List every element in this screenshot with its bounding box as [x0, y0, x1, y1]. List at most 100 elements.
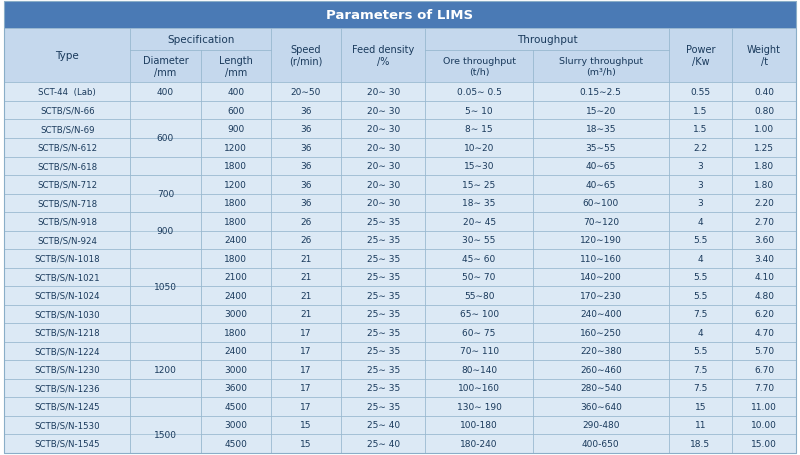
Bar [130, 212, 201, 249]
Bar [271, 379, 341, 397]
Bar [533, 139, 669, 157]
Text: 6.70: 6.70 [754, 365, 774, 374]
Bar [4, 379, 130, 397]
Text: 25∼ 35: 25∼ 35 [366, 384, 400, 393]
Text: 15∼30: 15∼30 [464, 162, 494, 171]
Bar [130, 397, 201, 416]
Text: 21: 21 [300, 291, 312, 300]
Bar [732, 139, 796, 157]
Bar [130, 51, 201, 83]
Bar [4, 83, 130, 102]
Bar [669, 324, 732, 342]
Bar [732, 29, 796, 83]
Bar [271, 29, 341, 83]
Bar [271, 397, 341, 416]
Bar [669, 139, 732, 157]
Bar [669, 287, 732, 305]
Text: 1800: 1800 [224, 162, 247, 171]
Bar [4, 397, 130, 416]
Text: 15.00: 15.00 [751, 439, 777, 448]
Text: 1200: 1200 [154, 365, 177, 374]
Text: 20∼ 30: 20∼ 30 [366, 199, 400, 208]
Bar [130, 83, 201, 102]
Text: 1.00: 1.00 [754, 125, 774, 134]
Text: 20∼ 45: 20∼ 45 [462, 217, 496, 226]
Bar [669, 83, 732, 102]
Bar [533, 287, 669, 305]
Text: 0.80: 0.80 [754, 106, 774, 116]
Bar [426, 360, 533, 379]
Text: 2.2: 2.2 [694, 143, 707, 152]
Bar [201, 194, 271, 212]
Bar [533, 194, 669, 212]
Bar [426, 212, 533, 231]
Text: 5.5: 5.5 [694, 347, 708, 356]
Text: 7.5: 7.5 [694, 310, 708, 318]
Bar [533, 360, 669, 379]
Text: 18∼ 35: 18∼ 35 [462, 199, 496, 208]
Bar [271, 83, 341, 102]
Text: 1800: 1800 [224, 199, 247, 208]
Text: 36: 36 [300, 199, 312, 208]
Bar [669, 342, 732, 360]
Bar [732, 231, 796, 249]
Bar [669, 360, 732, 379]
Text: 20∼50: 20∼50 [290, 88, 321, 97]
Text: 3000: 3000 [224, 420, 247, 430]
Text: 5∼ 10: 5∼ 10 [466, 106, 493, 116]
Text: 1800: 1800 [224, 328, 247, 337]
Bar [271, 176, 341, 194]
Text: SCTB/S/N-69: SCTB/S/N-69 [40, 125, 94, 134]
Bar [130, 342, 201, 360]
Text: 400: 400 [227, 88, 244, 97]
Text: 25∼ 35: 25∼ 35 [366, 273, 400, 282]
Bar [669, 157, 732, 176]
Text: 3: 3 [698, 180, 703, 189]
Text: 25∼ 35: 25∼ 35 [366, 217, 400, 226]
Text: SCTB/S/N-1545: SCTB/S/N-1545 [34, 439, 100, 448]
Bar [732, 102, 796, 120]
Text: 0.05∼ 0.5: 0.05∼ 0.5 [457, 88, 502, 97]
Text: 20∼ 30: 20∼ 30 [366, 180, 400, 189]
Bar [201, 139, 271, 157]
Bar [271, 157, 341, 176]
Text: Slurry throughput
(m³/h): Slurry throughput (m³/h) [558, 57, 643, 76]
Text: 55∼80: 55∼80 [464, 291, 494, 300]
Bar [732, 324, 796, 342]
Text: SCTB/S/N-612: SCTB/S/N-612 [37, 143, 98, 152]
Bar [669, 194, 732, 212]
Bar [341, 379, 426, 397]
Bar [130, 120, 201, 139]
Bar [271, 434, 341, 453]
Text: 36: 36 [300, 106, 312, 116]
Text: 36: 36 [300, 180, 312, 189]
Bar [341, 342, 426, 360]
Text: 50∼ 70: 50∼ 70 [462, 273, 496, 282]
Text: 21: 21 [300, 254, 312, 263]
Bar [341, 120, 426, 139]
Text: 45∼ 60: 45∼ 60 [462, 254, 496, 263]
Text: SCTB/S/N-1230: SCTB/S/N-1230 [34, 365, 100, 374]
Bar [669, 29, 732, 83]
Text: Power
/Kw: Power /Kw [686, 45, 715, 67]
Bar [4, 212, 130, 231]
Text: SCTB/S/N-1030: SCTB/S/N-1030 [34, 310, 100, 318]
Bar [271, 324, 341, 342]
Text: SCTB/S/N-1236: SCTB/S/N-1236 [34, 384, 100, 393]
Bar [533, 212, 669, 231]
Text: 4.70: 4.70 [754, 328, 774, 337]
Bar [669, 434, 732, 453]
Text: 25∼ 35: 25∼ 35 [366, 365, 400, 374]
Text: 20∼ 30: 20∼ 30 [366, 162, 400, 171]
Bar [426, 268, 533, 287]
Text: 20∼ 30: 20∼ 30 [366, 106, 400, 116]
Text: 15: 15 [694, 402, 706, 411]
Text: 26: 26 [300, 217, 312, 226]
Bar [201, 249, 271, 268]
Bar [341, 397, 426, 416]
Bar [341, 434, 426, 453]
Bar [130, 102, 201, 176]
Text: 220∼380: 220∼380 [580, 347, 622, 356]
Bar [732, 342, 796, 360]
Text: 25∼ 35: 25∼ 35 [366, 254, 400, 263]
